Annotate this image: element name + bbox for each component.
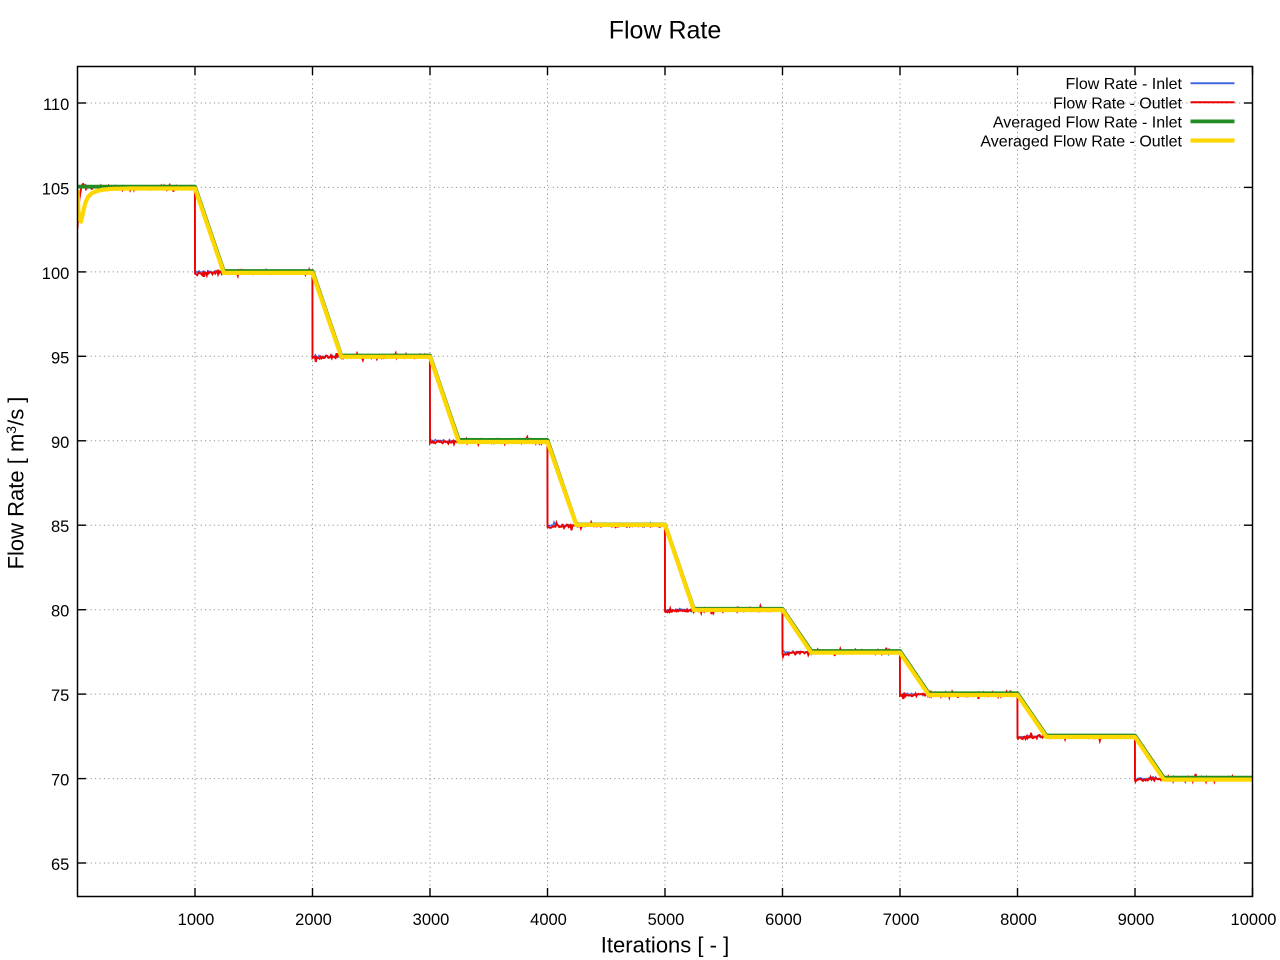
svg-text:10000: 10000	[1231, 911, 1277, 929]
svg-text:80: 80	[51, 603, 69, 621]
svg-text:95: 95	[51, 349, 69, 367]
svg-text:65: 65	[51, 856, 69, 874]
svg-text:Averaged Flow Rate - Inlet: Averaged Flow Rate - Inlet	[993, 114, 1183, 131]
svg-text:8000: 8000	[1000, 911, 1037, 929]
svg-text:100: 100	[42, 265, 70, 283]
svg-text:7000: 7000	[883, 911, 920, 929]
svg-text:6000: 6000	[765, 911, 802, 929]
svg-text:90: 90	[51, 434, 69, 452]
svg-text:2000: 2000	[295, 911, 332, 929]
svg-text:85: 85	[51, 518, 69, 536]
svg-text:Averaged Flow Rate - Outlet: Averaged Flow Rate - Outlet	[980, 134, 1182, 151]
svg-text:Flow Rate - Outlet: Flow Rate - Outlet	[1053, 95, 1182, 112]
svg-text:Iterations [ - ]: Iterations [ - ]	[601, 933, 729, 958]
svg-text:9000: 9000	[1118, 911, 1155, 929]
svg-text:75: 75	[51, 687, 69, 705]
svg-text:Flow Rate [ m3/s ]: Flow Rate [ m3/s ]	[3, 397, 29, 570]
svg-text:3000: 3000	[413, 911, 450, 929]
svg-text:110: 110	[43, 96, 69, 114]
svg-text:4000: 4000	[530, 911, 567, 929]
svg-text:1000: 1000	[178, 911, 215, 929]
svg-text:5000: 5000	[648, 911, 685, 929]
svg-text:105: 105	[42, 180, 70, 198]
svg-text:Flow Rate - Inlet: Flow Rate - Inlet	[1066, 76, 1183, 93]
svg-text:70: 70	[51, 772, 69, 790]
svg-text:Flow Rate: Flow Rate	[609, 17, 722, 45]
